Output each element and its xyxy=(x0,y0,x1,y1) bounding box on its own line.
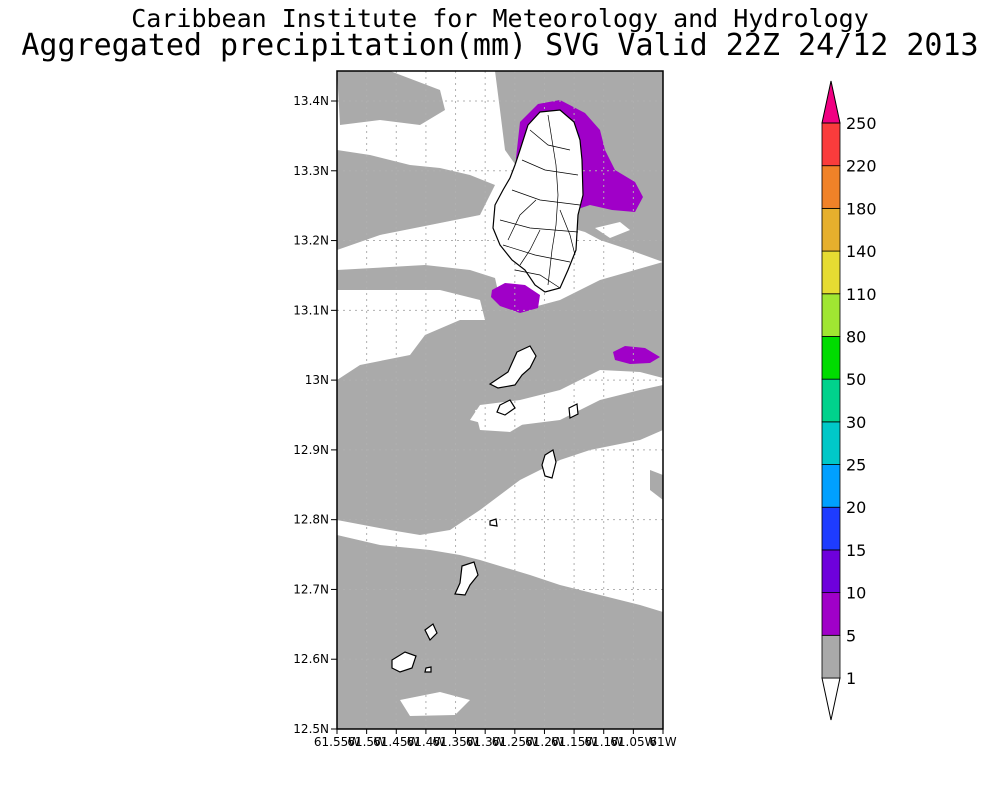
island-mustique xyxy=(496,399,516,416)
island-internal-boundaries xyxy=(499,114,581,289)
lon-tick-label: 61.55W xyxy=(314,735,360,749)
colorbar-swatch xyxy=(821,250,841,295)
lon-tick-label: 61.4W xyxy=(407,735,446,749)
colorbar-swatch xyxy=(821,293,841,337)
colorbar-swatch xyxy=(821,122,841,167)
colorbar-swatch xyxy=(821,549,841,594)
lat-tick-label: 12.6N xyxy=(293,652,329,666)
island-baliceaux xyxy=(568,403,579,419)
lon-tick-label: 61.5W xyxy=(347,735,386,749)
island-saint-vincent xyxy=(492,109,584,293)
colorbar-label: 25 xyxy=(846,456,866,475)
longitude-axis: 61.55W61.5W61.45W61.4W61.35W61.3W61.25W6… xyxy=(314,729,677,749)
coastlines xyxy=(391,109,584,673)
colorbar-swatch xyxy=(821,506,841,551)
lat-tick-label: 13N xyxy=(305,373,329,387)
colorbar-label: 140 xyxy=(846,242,877,261)
lat-tick-label: 12.8N xyxy=(293,513,329,527)
lat-tick-label: 12.9N xyxy=(293,443,329,457)
colorbar-label: 220 xyxy=(846,157,877,176)
lon-tick-label: 61.45W xyxy=(373,735,419,749)
colorbar-upper-extension xyxy=(821,80,841,124)
colorbar-label: 5 xyxy=(846,626,856,645)
colorbar-swatch xyxy=(821,634,841,679)
colorbar-label: 250 xyxy=(846,114,877,133)
island-mayreau xyxy=(489,518,498,527)
colorbar-label: 180 xyxy=(846,199,877,218)
colorbar-swatch xyxy=(821,336,841,380)
lon-tick-label: 61.3W xyxy=(466,735,505,749)
lon-tick-label: 61.1W xyxy=(584,735,623,749)
island-palm xyxy=(424,623,438,642)
colorbar-swatch xyxy=(821,421,841,465)
colorbar-label: 50 xyxy=(846,370,866,389)
island-union xyxy=(454,561,479,596)
latitude-axis: 13.4N 13.3N 13.2N 13.1N 13N 12.9N 12.8N 12.7N 12… xyxy=(293,94,337,736)
island-canouan xyxy=(541,449,557,479)
colorbar-label: 110 xyxy=(846,285,877,304)
map-panel xyxy=(337,71,663,729)
lon-tick-label: 61.15W xyxy=(551,735,597,749)
lon-tick-label: 61.25W xyxy=(492,735,538,749)
precip-below-1mm-area xyxy=(370,130,630,716)
lon-tick-label: 61W xyxy=(649,735,676,749)
colorbar-label: 10 xyxy=(846,584,866,603)
lat-tick-label: 13.1N xyxy=(293,303,329,317)
colorbar-lower-extension xyxy=(821,677,841,721)
colorbar-swatch xyxy=(821,592,841,636)
colorbar-label: 15 xyxy=(846,541,866,560)
colorbar-swatch xyxy=(821,165,841,209)
colorbar-label: 20 xyxy=(846,498,866,517)
lat-tick-label: 12.7N xyxy=(293,582,329,596)
island-bequia xyxy=(488,345,537,389)
island-carriacou xyxy=(391,651,417,673)
lat-tick-label: 12.5N xyxy=(293,722,329,736)
colorbar-label: 30 xyxy=(846,413,866,432)
graticule xyxy=(337,71,663,729)
lon-tick-label: 61.35W xyxy=(432,735,478,749)
colorbar-swatch xyxy=(821,464,841,508)
colorbar-label: 80 xyxy=(846,327,866,346)
colorbar-swatch xyxy=(821,207,841,252)
map-subtitle: Aggregated precipitation(mm) SVG Valid 2… xyxy=(21,28,979,63)
lon-tick-label: 61.2W xyxy=(525,735,564,749)
island-petite-martinique xyxy=(424,666,432,673)
colorbar-label: 1 xyxy=(846,669,856,688)
lat-tick-label: 13.3N xyxy=(293,164,329,178)
map-frame xyxy=(336,70,664,730)
map-title: Caribbean Institute for Meteorology and … xyxy=(131,4,869,33)
lat-tick-label: 13.4N xyxy=(293,94,329,108)
colorbar-swatch xyxy=(821,378,841,423)
lon-tick-label: 61.05W xyxy=(610,735,656,749)
lat-tick-label: 13.2N xyxy=(293,234,329,248)
